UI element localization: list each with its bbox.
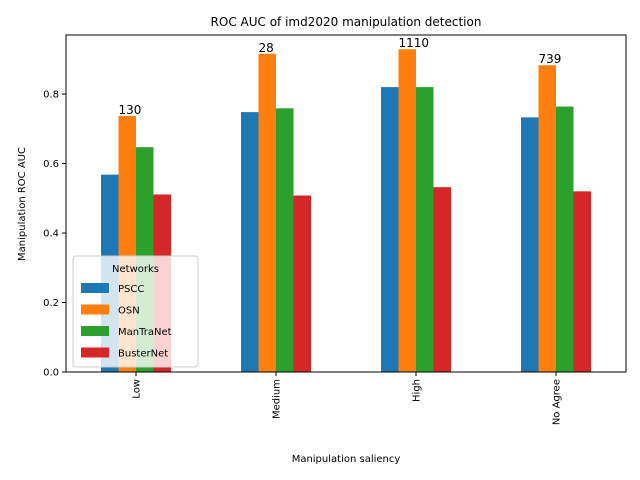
x-axis-title: Manipulation saliency [292, 454, 401, 465]
annotation-label: 130 [119, 103, 142, 117]
legend-label-pscc: PSCC [118, 284, 144, 295]
legend: Networks PSCC OSN ManTraNet BusterNet [72, 255, 199, 368]
legend-swatch [81, 304, 109, 315]
bar-osn-medium [258, 53, 276, 372]
bar-busternet-high [433, 187, 451, 372]
annotation-label: 28 [259, 41, 274, 55]
legend-title: Networks [112, 264, 159, 275]
bar-pscc-medium [241, 112, 259, 372]
y-axis-title: Manipulation ROC AUC [17, 147, 28, 261]
y-tick-label: 0.2 [43, 298, 59, 309]
bar-pscc-high [381, 87, 399, 372]
y-tick-label: 0.4 [43, 229, 59, 240]
y-tick-label: 0.6 [43, 159, 59, 170]
bar-busternet-medium [293, 195, 311, 372]
x-tick-label: Low [132, 379, 143, 399]
y-tick-label: 0.8 [43, 90, 59, 101]
chart-title: ROC AUC of imd2020 manipulation detectio… [211, 15, 482, 29]
legend-label-mantranet: ManTraNet [118, 327, 172, 338]
axes-layer: 0.0 0.2 0.4 0.6 0.8 Low Medium High No Agree [43, 34, 627, 425]
legend-swatch [81, 347, 109, 358]
bar-mantranet-high [416, 87, 434, 372]
plot-frame [65, 34, 627, 373]
bar-pscc-no-agree [521, 117, 539, 372]
legend-swatch [81, 326, 109, 336]
bar-mantranet-medium [276, 108, 294, 372]
bar-busternet-no-agree [573, 191, 591, 372]
y-tick-label: 0.0 [43, 368, 59, 379]
legend-swatch [81, 283, 109, 293]
bar-osn-high [398, 49, 416, 373]
bar-osn-no-agree [538, 65, 556, 373]
x-tick-label: High [412, 379, 423, 402]
annotation-label: 739 [539, 52, 562, 66]
legend-label-osn: OSN [118, 306, 140, 317]
x-tick-label: Medium [272, 379, 283, 419]
legend-label-busternet: BusterNet [118, 349, 168, 360]
x-tick-label: No Agree [552, 379, 563, 425]
annotations-layer: 130 28 1110 739 [119, 36, 562, 117]
bar-mantranet-no-agree [556, 106, 574, 373]
annotation-label: 1110 [399, 36, 430, 50]
